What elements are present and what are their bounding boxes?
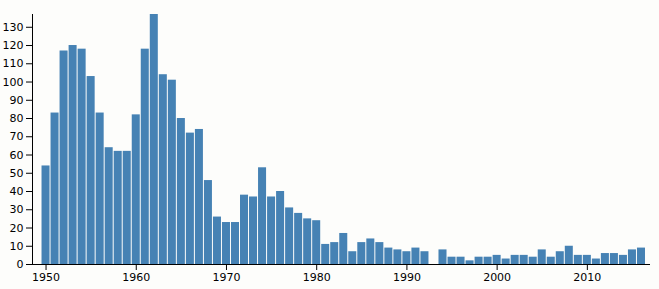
svg-text:100: 100 xyxy=(3,76,24,89)
svg-text:1980: 1980 xyxy=(303,271,331,284)
svg-text:10: 10 xyxy=(10,240,24,253)
svg-text:110: 110 xyxy=(3,57,24,70)
svg-text:130: 130 xyxy=(3,21,24,34)
svg-text:90: 90 xyxy=(10,94,24,107)
svg-text:1950: 1950 xyxy=(32,271,60,284)
svg-text:20: 20 xyxy=(10,222,24,235)
svg-text:2010: 2010 xyxy=(573,271,601,284)
svg-text:120: 120 xyxy=(3,39,24,52)
svg-text:1960: 1960 xyxy=(122,271,150,284)
svg-text:2000: 2000 xyxy=(483,271,511,284)
svg-text:60: 60 xyxy=(10,149,24,162)
svg-text:40: 40 xyxy=(10,185,24,198)
svg-text:0: 0 xyxy=(17,258,24,271)
svg-text:80: 80 xyxy=(10,112,24,125)
svg-text:50: 50 xyxy=(10,167,24,180)
svg-text:70: 70 xyxy=(10,130,24,143)
svg-text:1970: 1970 xyxy=(212,271,240,284)
svg-text:1990: 1990 xyxy=(393,271,421,284)
svg-text:30: 30 xyxy=(10,203,24,216)
